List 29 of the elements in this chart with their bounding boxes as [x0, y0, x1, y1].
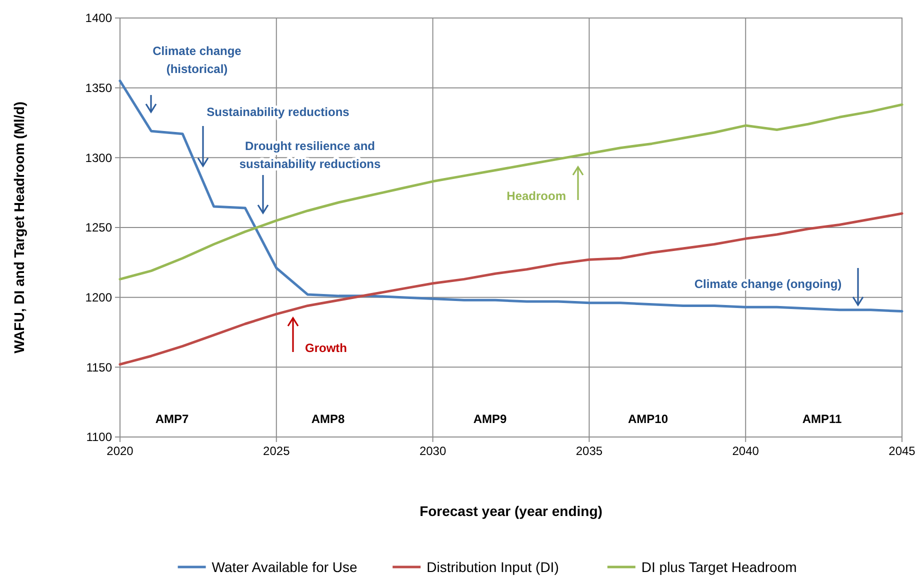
- y-tick-label: 1150: [86, 360, 112, 374]
- line-series: [118, 103, 904, 280]
- annotation: AMP8: [311, 412, 345, 426]
- x-tick-label: 2025: [263, 444, 290, 458]
- annotation: Headroom: [506, 189, 566, 203]
- y-tick-label: 1200: [85, 290, 112, 305]
- x-tick-label: 2020: [106, 444, 134, 458]
- line-series: [118, 212, 904, 366]
- legend-label: DI plus Target Headroom: [641, 559, 797, 575]
- annotation: Growth: [305, 341, 347, 355]
- y-tick-label: 1400: [85, 11, 112, 26]
- line-series: [118, 80, 904, 313]
- annotation: AMP11: [802, 412, 842, 426]
- annotation: AMP7: [155, 412, 189, 426]
- y-tick-label: 1100: [86, 430, 112, 444]
- y-tick-label: 1250: [85, 220, 112, 235]
- y-tick-label: 1300: [85, 150, 112, 165]
- annotation: AMP10: [628, 412, 668, 426]
- x-tick-label: 2040: [732, 444, 760, 458]
- y-tick-label: 1350: [85, 81, 112, 96]
- x-tick-label: 2035: [576, 444, 603, 458]
- legend-label: Distribution Input (DI): [426, 559, 559, 575]
- x-tick-label: 2045: [888, 444, 916, 458]
- annotation: AMP9: [473, 412, 507, 426]
- annotation: Climate change (historical): [152, 44, 242, 76]
- x-tick-label: 2030: [419, 444, 446, 458]
- y-axis-title: WAFU, DI and Target Headroom (Ml/d): [11, 102, 27, 354]
- legend-label: Water Available for Use: [212, 559, 358, 575]
- x-axis-title: Forecast year (year ending): [420, 503, 602, 519]
